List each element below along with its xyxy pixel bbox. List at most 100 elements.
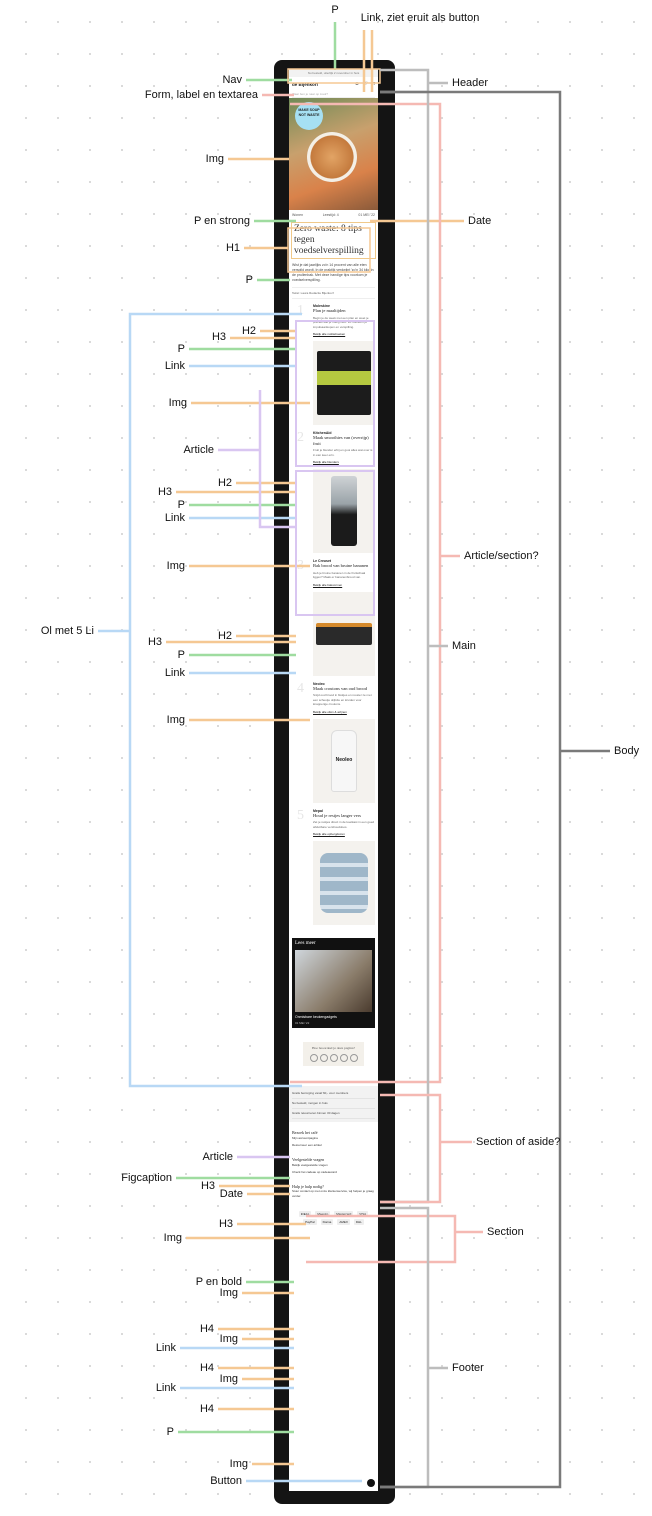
item-title: Bak brood van bruine bananen (313, 563, 369, 568)
item-link[interactable]: Bekijk alle opbergdozen (313, 832, 345, 836)
payment-logo: iDEAL (298, 1211, 312, 1217)
bag-icon[interactable]: □ (371, 81, 375, 87)
footer-link[interactable]: Bekijk veelgestelde vragen (292, 1163, 328, 1167)
product-shape (316, 622, 372, 645)
read-more-heading[interactable]: Onmisbare keukengadgets (295, 1015, 337, 1019)
region-box (295, 470, 375, 616)
footer-heading: Veelgestelde vragen (292, 1157, 325, 1162)
search-input[interactable]: Waar ben je naar op zoek? (292, 91, 375, 98)
item-text: Snijd oud brood in blokjes en rooster ze… (313, 693, 372, 706)
face-icon[interactable] (309, 1054, 318, 1062)
read-more-image[interactable] (295, 950, 372, 1012)
item-title: Maak croutons van oud brood (313, 685, 367, 691)
annotation-label-p-1: P (177, 343, 185, 355)
article-meta: Wonen Leestijd: 4 01 MEI '22 (289, 210, 378, 220)
tips-list: 1 Moleskine Plan je maaltijden Begin je de … (289, 301, 378, 928)
annotation-label-img-6: Img (219, 1333, 238, 1345)
annotation-label-img-7: Img (219, 1373, 238, 1385)
annotation-label-p-2: P (177, 499, 185, 511)
annotation-label-section: Section (487, 1226, 524, 1238)
product-image (313, 591, 375, 676)
publish-date: 01 MEI '22 (358, 213, 375, 217)
tips-list-item: 1 Moleskine Plan je maaltijden Begin je de … (289, 301, 378, 428)
annotation-label-h2-2: H2 (217, 477, 232, 489)
annotation-label-img-4: Img (163, 1232, 182, 1244)
annotation-label-h3-5: H3 (218, 1218, 233, 1230)
intro-text: Wist je dat jaarlijks zo'n 14 procent va… (292, 263, 374, 282)
rating-faces[interactable] (307, 1054, 360, 1062)
item-link[interactable]: Bekijk alle oliën & azijnen (313, 709, 347, 714)
annotation-label-section-aside: Section of aside? (476, 1136, 561, 1148)
item-number: 1 (297, 303, 304, 318)
item-text: Zet je restjes direct in de koelkast in … (313, 820, 375, 829)
logo[interactable]: de Bijenkorf (292, 81, 319, 87)
footer-link[interactable]: Check het cadeau op cadeaucard (292, 1170, 337, 1174)
face-icon[interactable] (319, 1054, 328, 1062)
annotation-label-h3-4: H3 (200, 1180, 215, 1192)
annotation-label-date-2: Date (219, 1188, 243, 1200)
annotation-label-img-8: Img (229, 1458, 248, 1470)
tips-list-item: 4 Neoleo Maak croutons van oud brood Snijd … (289, 679, 378, 806)
item-brand: Moleskine (313, 304, 330, 308)
product-shape (320, 853, 368, 913)
annotation-label-img-hero: Img (205, 153, 224, 165)
annotation-label-body: Body (614, 745, 640, 757)
tips-list-item: 2 KitchenAid Maak smoothies van (overrijp)… (289, 428, 378, 556)
annotation-label-article: Article (183, 444, 214, 456)
item-link[interactable]: Bekijk alle blenders (313, 460, 339, 464)
annotation-label-link-1: Link (164, 360, 185, 372)
annotation-label-img-1: Img (168, 397, 187, 409)
annotation-label-header: Header (452, 77, 489, 89)
item-brand: Le Creuset (313, 559, 332, 563)
annotation-label-img-2: Img (166, 560, 185, 572)
payment-logo: Mastercard (334, 1211, 354, 1217)
item-link[interactable]: Bekijk alle notitieboeken (313, 332, 346, 336)
region-box (287, 68, 381, 84)
hero-badge: MAKE SOUP NOT WASTE (295, 102, 323, 130)
annotation-label-h3-3: H3 (147, 636, 162, 648)
annotation-label-p-bold: P en bold (195, 1276, 242, 1288)
read-more-date: 01 MEI '22 (295, 1021, 310, 1025)
item-text: Fruit je blender erbij en gooi alles wat… (313, 448, 373, 457)
usp-item: Gratis bezorging vanaf 60,- voor members (292, 1089, 375, 1099)
product-image: Neoleo (313, 718, 375, 803)
face-icon[interactable] (329, 1054, 338, 1062)
bracket-line (290, 102, 442, 1084)
usp-topbar: Nu besteld, uiterlijk 2 november in huis (289, 69, 378, 77)
heart-icon[interactable]: ♡ (363, 81, 368, 87)
annotation-label-h4-2: H4 (199, 1362, 214, 1374)
annotation-label-p-4: P (166, 1426, 174, 1438)
bracket-line (380, 90, 430, 1204)
item-link[interactable]: Bekijk alle bakvormen (313, 582, 343, 587)
bracket-line (380, 1093, 442, 1204)
product-image (313, 841, 375, 925)
author-line: Tekst: Laura Redactie Bijenkorf (292, 287, 375, 299)
footer-link[interactable]: Retourneer een artikel (292, 1143, 322, 1147)
rating-title: Hoe beoordeel je deze pagina? (312, 1046, 355, 1050)
item-number: 2 (297, 430, 304, 445)
annotation-label-link-4: Link (155, 1342, 176, 1354)
annotation-label-link-3: Link (164, 667, 185, 679)
face-icon[interactable] (349, 1054, 358, 1062)
footer-heading: Bezoek het café (292, 1130, 318, 1135)
annotation-label-p-en-strong: P en strong (193, 215, 250, 227)
annotation-label-date: Date (468, 215, 492, 227)
annotation-label-figcaption: Figcaption (121, 1172, 172, 1184)
payment-logo: Maestro (315, 1211, 331, 1217)
read-time: Leestijd: 4 (322, 213, 339, 217)
product-image (313, 341, 375, 425)
account-icon[interactable]: ☺ (354, 81, 360, 87)
item-text: Heb je bruine bananen in de fruitschaal … (313, 570, 366, 580)
annotation-label-img-5: Img (219, 1287, 238, 1299)
usp-item: Nu besteld, morgen in huis (292, 1099, 375, 1109)
hero-image: MAKE SOUP NOT WASTE (289, 98, 378, 210)
payment-logo: VISA (357, 1211, 369, 1217)
face-icon[interactable] (339, 1054, 348, 1062)
page-preview: Nu besteld, uiterlijk 2 november in huis… (289, 69, 378, 1491)
back-to-top-button[interactable] (367, 1479, 375, 1487)
payment-logo: DHL (353, 1219, 364, 1225)
annotation-label-h4-1: H4 (199, 1323, 214, 1335)
annotation-label-h4-3: H4 (199, 1403, 214, 1415)
footer-link[interactable]: Mijn accountpagina (292, 1136, 318, 1140)
